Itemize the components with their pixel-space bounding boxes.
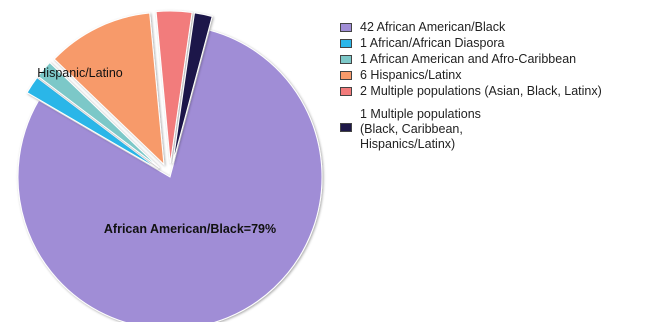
legend-item: 1 Multiple populations (Black, Caribbean… [340,107,650,152]
pie-slice [155,10,193,164]
legend-swatch [340,71,352,80]
pie-slice [17,29,323,322]
legend-item: 42 African American/Black [340,20,650,35]
legend-label: 1 African/African Diaspora [360,36,505,50]
legend-item: 1 African American and Afro-Caribbean [340,52,650,67]
pie-slice [37,61,160,169]
legend-label: 1 African American and Afro-Caribbean [360,52,577,66]
legend-item: 6 Hispanics/Latinx [340,68,650,83]
legend-swatch [340,87,352,96]
pie-slice [53,12,165,166]
legend-swatch [340,39,352,48]
legend-swatch [340,23,352,32]
pie-slice [26,76,159,170]
legend-swatch [340,123,352,132]
legend-item: 1 African/African Diaspora [340,36,650,51]
legend-label: 42 African American/Black [360,20,506,34]
legend-item: 2 Multiple populations (Asian, Black, La… [340,84,650,99]
slice-annotation-main: African American/Black=79% [104,222,276,236]
legend-label: 6 Hispanics/Latinx [360,68,462,82]
slice-annotation-hispanic: Hispanic/Latino [37,66,123,80]
legend-swatch [340,55,352,64]
legend: 42 African American/Black 1 African/Afric… [340,20,650,153]
legend-label: 2 Multiple populations (Asian, Black, La… [360,84,602,98]
pie-slice [172,12,213,164]
legend-label: 1 Multiple populations (Black, Caribbean… [360,107,481,151]
